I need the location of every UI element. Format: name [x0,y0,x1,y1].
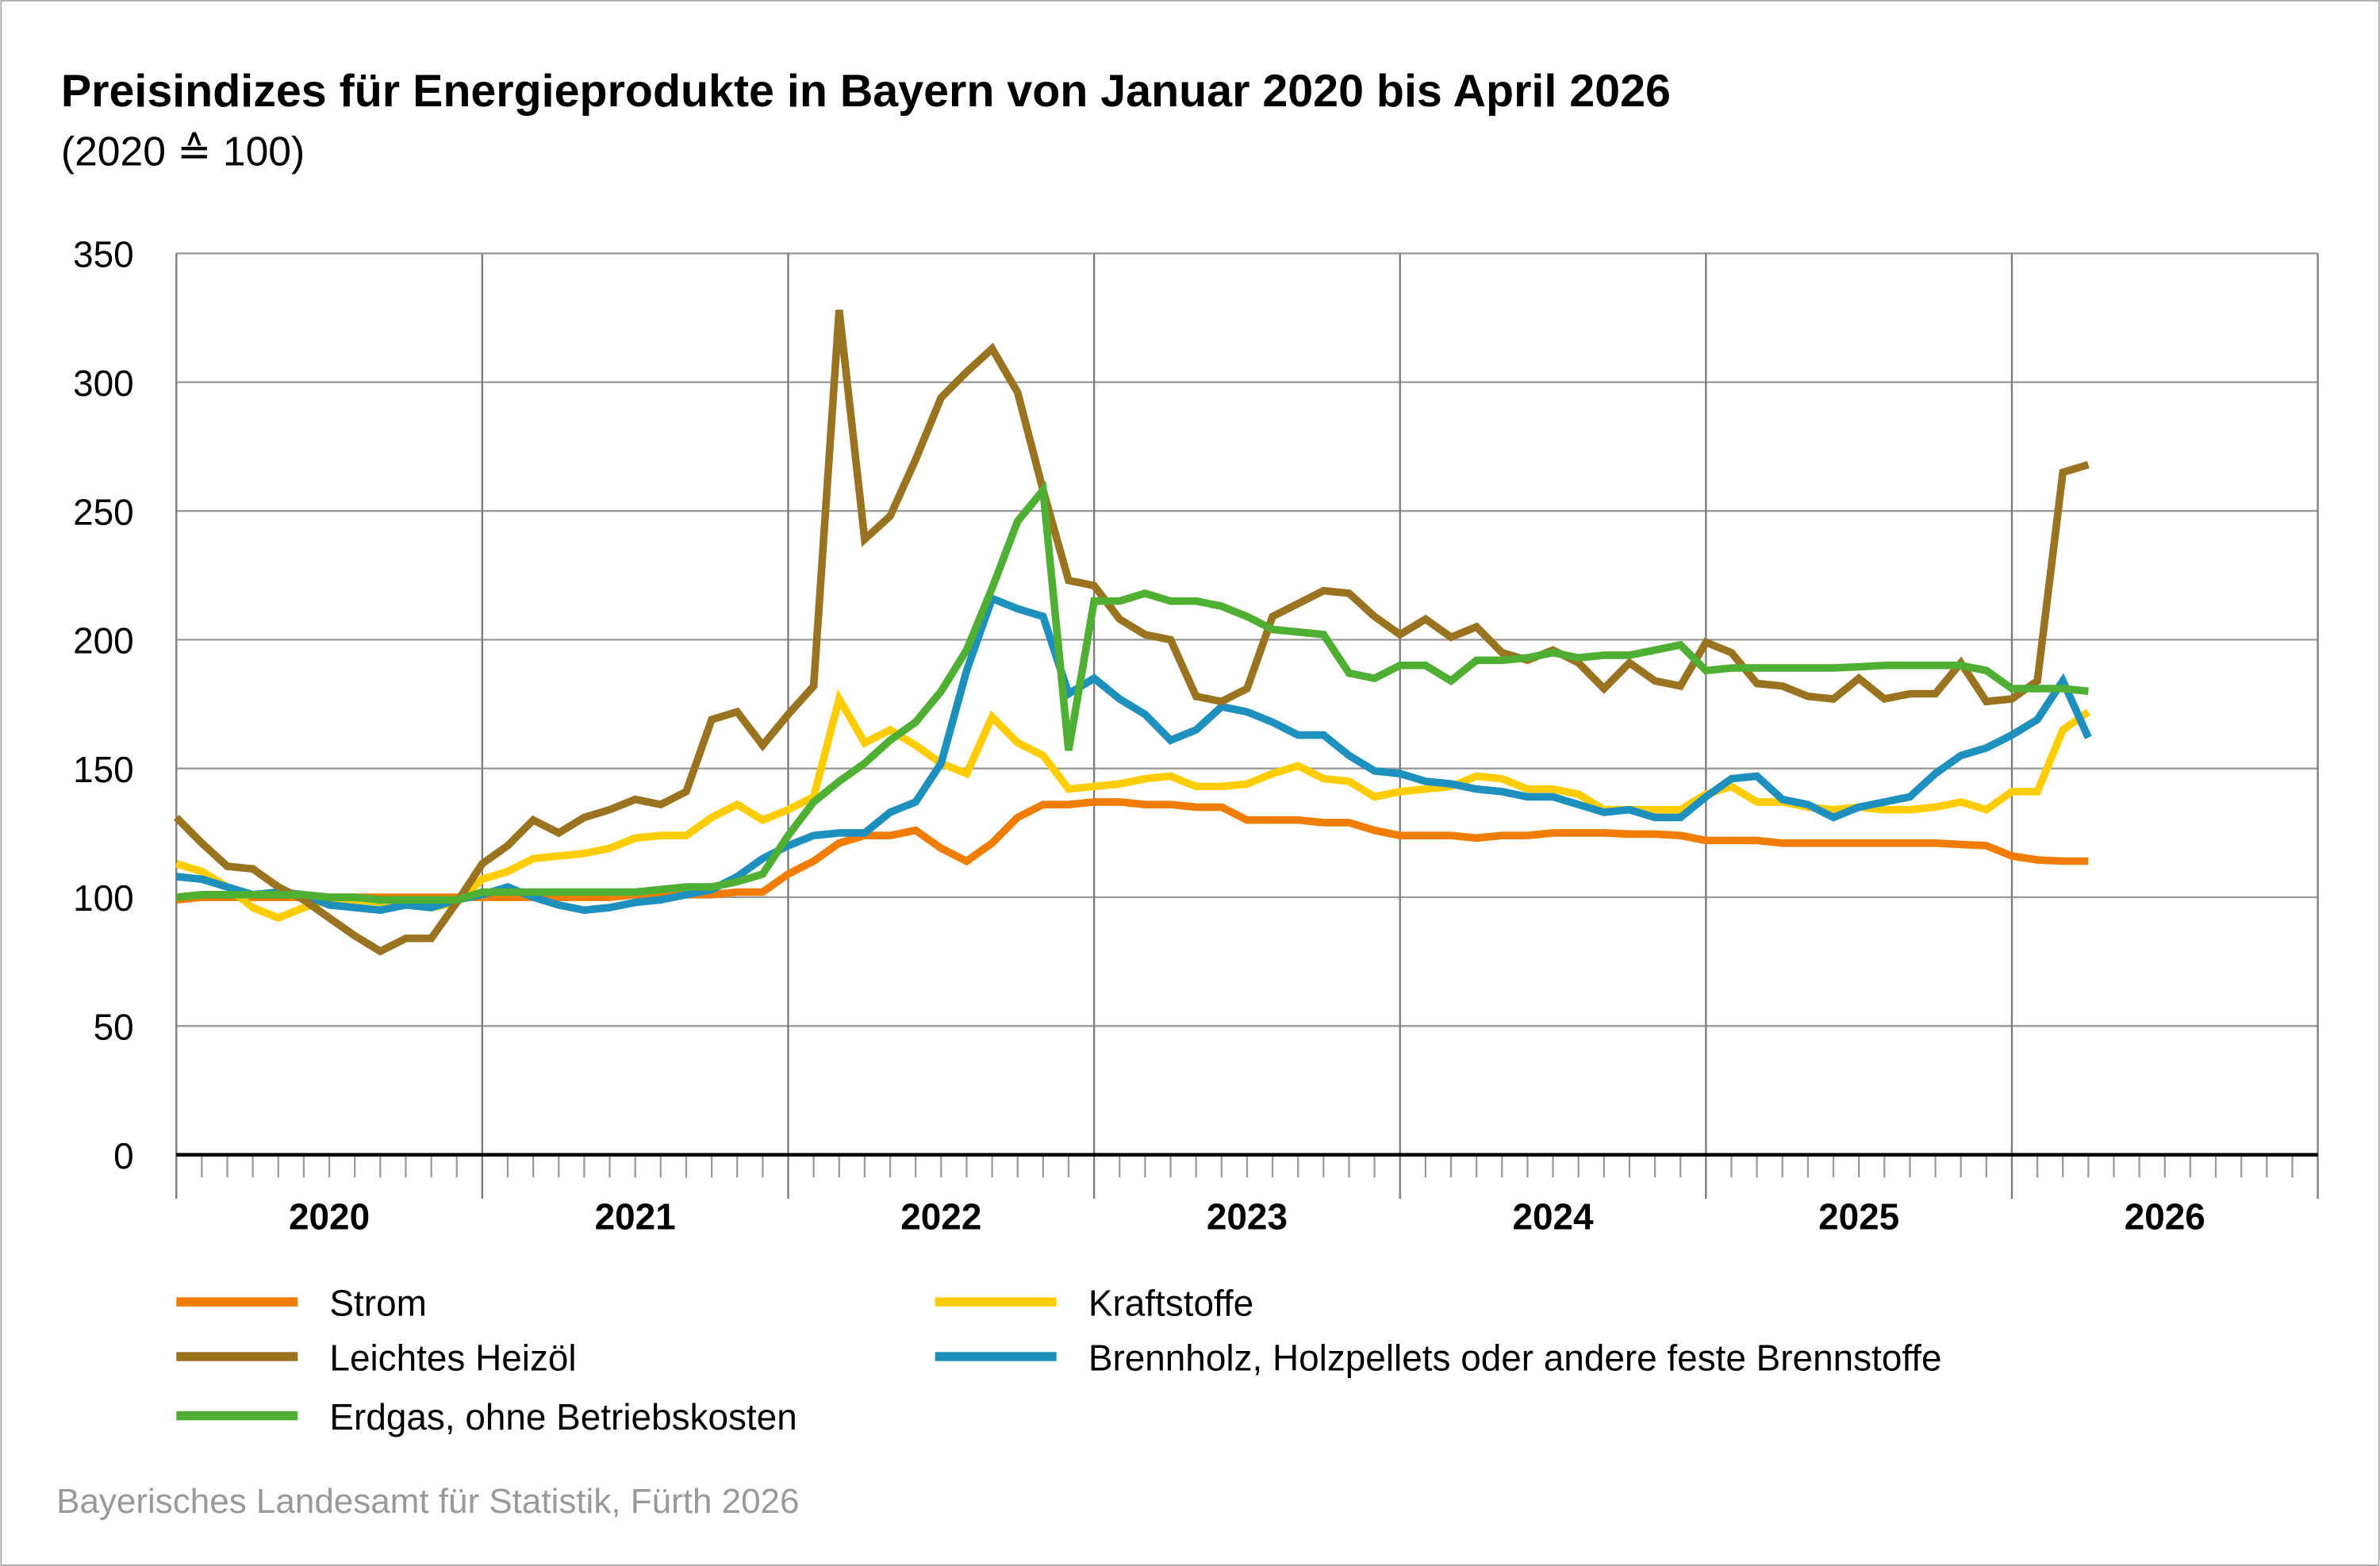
legend-item: Leichtes Heizöl [176,1337,577,1378]
series-lines [173,309,2092,956]
series-line-0 [175,798,2089,904]
legend-item: Erdgas, ohne Betriebskosten [176,1396,797,1437]
legend: Strom Leichtes Heizöl Erdgas, ohne Betrieb… [176,1282,1942,1437]
x-tick-label: 2022 [900,1196,981,1237]
legend-item: Brennholz, Holzpellets oder andere feste… [935,1337,1942,1378]
legend-label: Erdgas, ohne Betriebskosten [329,1396,797,1437]
legend-label: Leichtes Heizöl [329,1337,576,1378]
series-line-3 [175,689,2091,923]
x-tick-label: 2020 [289,1196,370,1237]
chart-subtitle: (2020 ≙ 100) [61,128,305,174]
x-tick-label: 2025 [1818,1196,1899,1237]
legend-item: Strom [176,1282,427,1323]
y-tick-label: 50 [94,1007,134,1048]
y-tick-label: 200 [73,620,134,662]
y-tick-label: 100 [73,877,134,919]
y-tick-label: 250 [73,491,134,532]
source-note: Bayerisches Landesamt für Statistik, Für… [56,1482,799,1521]
x-tick-label: 2021 [595,1196,676,1237]
chart-title: Preisindizes für Energieprodukte in Baye… [61,66,1671,117]
y-tick-label: 300 [73,363,134,404]
y-tick-label: 350 [73,234,134,275]
series-line-2 [175,481,2089,904]
x-tick-label: 2024 [1512,1196,1594,1237]
legend-item: Kraftstoffe [935,1282,1253,1323]
series-line-1 [173,309,2090,956]
legend-label: Kraftstoffe [1088,1282,1253,1323]
legend-label: Brennholz, Holzpellets oder andere feste… [1088,1337,1942,1378]
y-tick-label: 0 [113,1135,134,1176]
y-tick-label: 150 [73,749,134,790]
legend-label: Strom [329,1282,426,1323]
grid: 0 50 100 150 200 250 300 350 2020 2021 2022 2023 202… [73,234,2319,1237]
x-tick-label: 2026 [2125,1196,2205,1237]
x-tick-label: 2023 [1207,1196,1288,1237]
